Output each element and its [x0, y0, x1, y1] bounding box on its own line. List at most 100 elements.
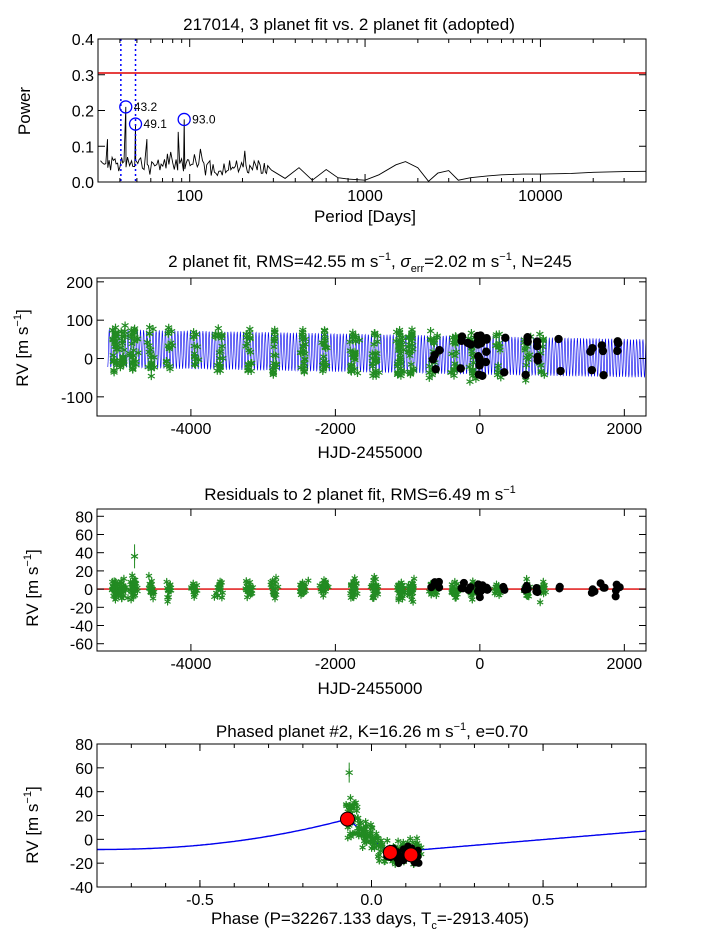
- phased-old-point: [347, 833, 355, 841]
- rv-old-point: [299, 346, 308, 354]
- residual-old-point: [272, 591, 280, 599]
- residual-old-point: [536, 598, 544, 606]
- residuals-ylabel: RV [m s−1]: [22, 549, 42, 626]
- rv-old-point: [150, 353, 158, 362]
- periodogram-ytick-label: 0.0: [72, 175, 94, 192]
- rv-fit-ytick-label: 200: [66, 275, 93, 292]
- rv-old-point: [322, 362, 331, 371]
- residuals-xlabel: HJD-2455000: [318, 679, 423, 698]
- residual-old-point: [409, 598, 417, 606]
- periodogram-xlabel: Period [Days]: [314, 207, 416, 226]
- phased-ytick-label: 40: [75, 785, 93, 802]
- residuals-ytick-label: 20: [75, 564, 93, 581]
- periodogram-frame: [97, 38, 647, 183]
- residual-old-point: [218, 594, 226, 601]
- rv-old-point: [118, 339, 127, 348]
- residual-old-point: [242, 585, 250, 592]
- rv-fit-xtick-label: -4000: [170, 421, 211, 438]
- rv-new-point: [457, 332, 467, 341]
- phased-ytick-label: -20: [70, 856, 93, 873]
- rv-old-point: [450, 359, 459, 368]
- periodogram-xtick-label: 100: [176, 188, 203, 205]
- rv-old-point: [114, 345, 122, 354]
- rv-old-point: [270, 342, 278, 351]
- residual-new-point: [457, 584, 466, 593]
- residual-old-point: [243, 593, 251, 601]
- rv-old-point: [144, 363, 152, 371]
- rv-old-point: [130, 326, 138, 335]
- residual-old-point: [268, 583, 276, 591]
- rv-new-point: [481, 357, 491, 367]
- phased-old-point: [351, 801, 358, 809]
- residuals-xtick-label: -4000: [170, 656, 211, 673]
- rv-old-point: [396, 355, 405, 364]
- residual-old-point: [321, 581, 328, 589]
- rv-old-point: [395, 335, 404, 344]
- rv-old-point: [129, 360, 137, 369]
- phased-old-point: [360, 825, 368, 833]
- rv-old-point: [394, 346, 403, 355]
- phased-binned-point: [339, 811, 355, 827]
- residual-old-point: [274, 583, 282, 591]
- residual-old-point: [189, 580, 197, 588]
- rv-old-point: [426, 335, 435, 343]
- residuals-xtick-label: 0: [475, 656, 484, 673]
- rv-old-point: [119, 352, 127, 361]
- phased-old-point: [374, 853, 382, 861]
- rv-old-point: [351, 348, 359, 357]
- rv-old-point: [133, 334, 142, 343]
- rv-old-point: [120, 327, 129, 336]
- phased-ytick-label: 20: [75, 809, 93, 826]
- residual-old-point: [299, 585, 306, 593]
- rv-old-point: [406, 351, 414, 360]
- rv-new-point: [533, 337, 542, 346]
- periodogram-ytick-label: 0.1: [72, 139, 94, 156]
- rv-old-point: [299, 326, 307, 334]
- rv-new-point: [521, 370, 530, 380]
- residual-old-point: [468, 596, 476, 604]
- rv-new-point: [500, 368, 509, 377]
- rv-old-point: [351, 337, 360, 346]
- periodogram-xtick-label: 10000: [518, 188, 563, 205]
- rv-new-point: [599, 370, 608, 380]
- residuals-ytick-label: -60: [70, 637, 93, 654]
- rv-new-point: [501, 333, 510, 343]
- rv-old-point: [320, 330, 329, 339]
- phased-old-point: [381, 858, 388, 866]
- phased-old-point: [394, 837, 402, 845]
- rv-old-point: [540, 370, 549, 379]
- rv-old-point: [126, 351, 134, 360]
- phased-old-point: [359, 844, 366, 851]
- rv-old-point: [218, 331, 226, 340]
- rv-fit-ytick-label: 0: [84, 352, 93, 369]
- rv-old-point: [407, 360, 415, 369]
- peak-marker: [128, 117, 143, 131]
- phased-old-point: [368, 824, 376, 831]
- residuals-ytick-label: 40: [75, 546, 93, 563]
- rv-old-point: [409, 366, 418, 375]
- phased-old-point: [375, 857, 383, 865]
- periodogram-ytick-label: 0.4: [72, 32, 94, 49]
- rv-old-point: [164, 329, 173, 338]
- residual-old-point: [163, 584, 171, 592]
- residual-old-point: [347, 582, 355, 590]
- rv-old-point: [191, 360, 200, 369]
- residual-old-point: [320, 588, 327, 596]
- rv-old-point: [404, 342, 412, 351]
- phased-binned-point: [382, 844, 398, 860]
- residual-old-point: [216, 583, 224, 591]
- residual-old-point: [147, 581, 154, 589]
- phased-old-point: [375, 842, 382, 850]
- rv-fit-xtick-label: 2000: [607, 421, 643, 438]
- residual-old-point: [219, 589, 227, 597]
- rv-old-point: [246, 325, 254, 334]
- rv-new-point: [435, 346, 444, 355]
- rv-old-point: [370, 340, 378, 349]
- phased-plot: -0.5 0.0 0.5 -40 -20 0 20 40 60 80: [70, 737, 647, 909]
- rv-old-point: [430, 339, 439, 348]
- rv-old-point: [243, 339, 252, 348]
- phased-old-point: [343, 802, 350, 810]
- phased-new-point: [414, 859, 423, 867]
- rv-new-point: [588, 343, 597, 353]
